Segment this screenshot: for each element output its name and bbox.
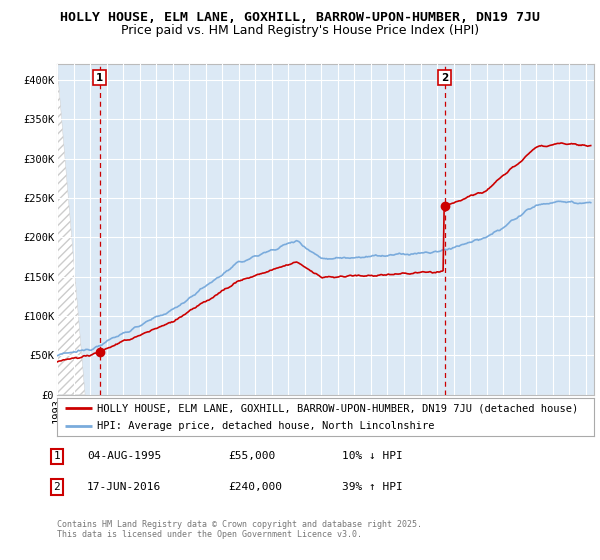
Text: HOLLY HOUSE, ELM LANE, GOXHILL, BARROW-UPON-HUMBER, DN19 7JU: HOLLY HOUSE, ELM LANE, GOXHILL, BARROW-U…	[60, 11, 540, 24]
Text: 39% ↑ HPI: 39% ↑ HPI	[342, 482, 403, 492]
Text: £240,000: £240,000	[228, 482, 282, 492]
Text: 1: 1	[53, 451, 61, 461]
Text: HPI: Average price, detached house, North Lincolnshire: HPI: Average price, detached house, Nort…	[97, 421, 435, 431]
Text: 2: 2	[53, 482, 61, 492]
Text: 04-AUG-1995: 04-AUG-1995	[87, 451, 161, 461]
Text: Price paid vs. HM Land Registry's House Price Index (HPI): Price paid vs. HM Land Registry's House …	[121, 24, 479, 36]
Text: 17-JUN-2016: 17-JUN-2016	[87, 482, 161, 492]
Text: Contains HM Land Registry data © Crown copyright and database right 2025.
This d: Contains HM Land Registry data © Crown c…	[57, 520, 422, 539]
Text: HOLLY HOUSE, ELM LANE, GOXHILL, BARROW-UPON-HUMBER, DN19 7JU (detached house): HOLLY HOUSE, ELM LANE, GOXHILL, BARROW-U…	[97, 403, 578, 413]
Text: 1: 1	[96, 73, 103, 83]
Text: £55,000: £55,000	[228, 451, 275, 461]
Text: 2: 2	[441, 73, 448, 83]
Polygon shape	[57, 64, 85, 395]
Text: 10% ↓ HPI: 10% ↓ HPI	[342, 451, 403, 461]
